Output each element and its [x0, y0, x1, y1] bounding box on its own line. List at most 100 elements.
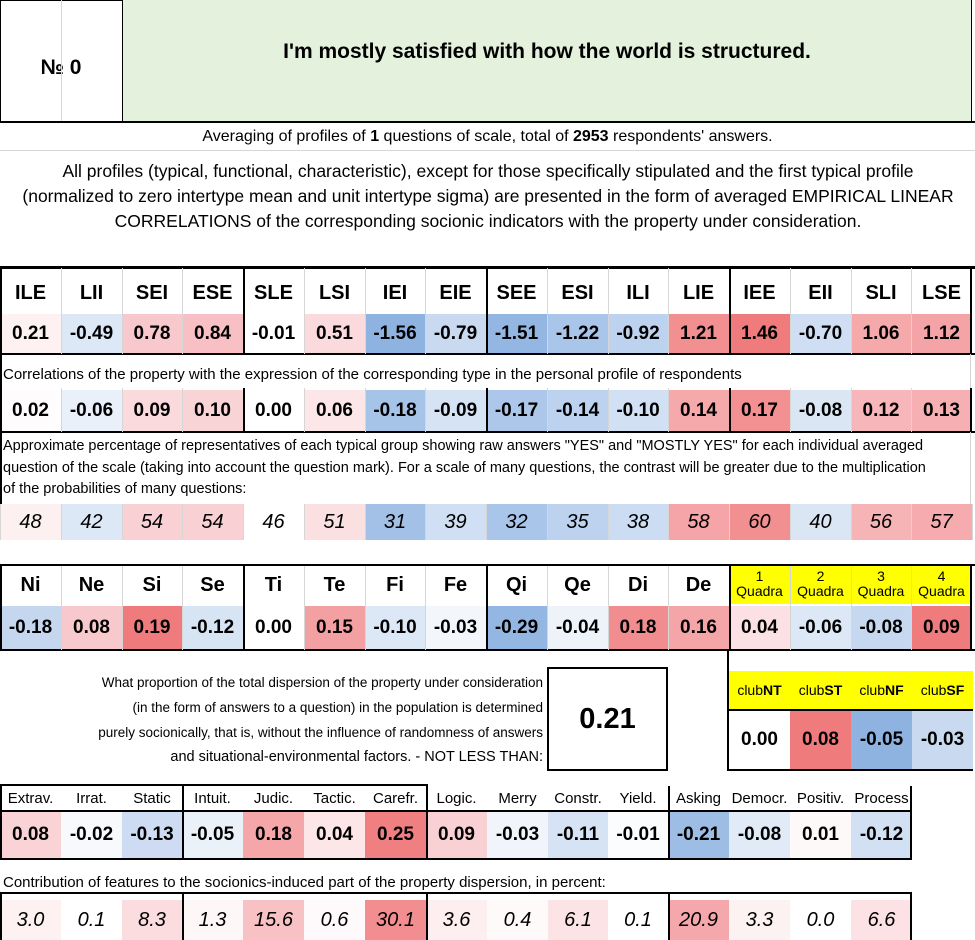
- type-corr-ese: 0.10: [182, 390, 243, 431]
- club-name: NT: [763, 682, 782, 698]
- trait-header-democr: Democr.: [731, 789, 788, 807]
- trait-header-logic: Logic.: [436, 789, 477, 807]
- club-value-st: 0.08: [790, 711, 851, 769]
- type-corr-eii: -0.08: [790, 390, 851, 431]
- type-profile-ili: -0.92: [608, 314, 668, 353]
- trait-value-logic: 0.09: [426, 812, 487, 858]
- club-prefix: club: [859, 682, 885, 698]
- trait-contrib-democr: 3.3: [729, 900, 790, 940]
- pct-caption: Approximate percentage of representative…: [3, 438, 926, 497]
- type-header-eie: EIE: [439, 281, 472, 304]
- averaging-line: Averaging of profiles of 1 questions of …: [0, 123, 975, 150]
- trait-header-irrat: Irrat.: [76, 789, 107, 807]
- dispersion-line-4: and situational-environmental factors. -…: [170, 749, 543, 765]
- type-corr-sli: 0.12: [851, 390, 911, 431]
- trait-value-irrat: -0.02: [61, 812, 122, 858]
- trait-contrib-process: 6.6: [851, 900, 912, 940]
- type-header-ese: ESE: [192, 281, 233, 304]
- function-value-fi: -0.10: [365, 606, 425, 649]
- trait-contrib-extrav: 3.0: [0, 900, 61, 940]
- function-value-te: 0.15: [304, 606, 365, 649]
- averaging-prefix: Averaging of profiles of: [202, 127, 371, 145]
- quadra-header-3: 3 Quadra: [851, 566, 911, 604]
- type-header-ili: ILI: [626, 281, 650, 304]
- type-header-lie: LIE: [682, 281, 715, 304]
- description: All profiles (typical, functional, chara…: [22, 160, 954, 231]
- quadra-number: 4: [937, 568, 946, 584]
- type-profile-lii: -0.49: [61, 314, 122, 353]
- type-header-see: SEE: [496, 281, 537, 304]
- trait-header-constr: Constr.: [554, 789, 602, 807]
- averaging-middle: questions of scale, total of: [379, 127, 573, 145]
- dispersion-text: What proportion of the total dispersion …: [40, 670, 543, 770]
- number-label: №: [40, 55, 64, 79]
- quadra-number: 1: [755, 568, 764, 584]
- dispersion-line-2: (in the form of answers to a question) i…: [132, 700, 543, 715]
- club-value-nf: -0.05: [851, 711, 912, 769]
- trait-contrib-constr: 6.1: [548, 900, 608, 940]
- type-header-esi: ESI: [561, 281, 594, 304]
- type-pct-iee: 60: [729, 504, 790, 540]
- trait-value-tactic: 0.04: [304, 812, 365, 858]
- trait-value-yield: -0.01: [608, 812, 668, 858]
- trait-value-merry: -0.03: [487, 812, 548, 858]
- trait-contrib-yield: 0.1: [608, 900, 668, 940]
- trait-header-judic: Judic.: [253, 789, 294, 807]
- type-profile-sli: 1.06: [851, 314, 911, 353]
- function-header-fe: Fe: [443, 573, 468, 596]
- trait-header-tactic: Tactic.: [313, 789, 356, 807]
- trait-header-positiv: Positiv.: [796, 789, 845, 807]
- trait-contrib-positiv: 0.0: [790, 900, 851, 940]
- quadra-number: 2: [816, 568, 825, 584]
- type-profile-lse: 1.12: [911, 314, 972, 353]
- type-header-iee: IEE: [743, 281, 776, 304]
- dispersion-line-1: What proportion of the total dispersion …: [101, 675, 543, 690]
- trait-value-static: -0.13: [122, 812, 182, 858]
- type-corr-lse: 0.13: [911, 390, 972, 431]
- function-header-se: Se: [200, 573, 225, 596]
- type-profile-eie: -0.79: [425, 314, 486, 353]
- club-value-sf: -0.03: [912, 711, 973, 769]
- contrib-caption: Contribution of features to the socionic…: [3, 874, 606, 891]
- type-header-sle: SLE: [254, 281, 293, 304]
- club-name: NF: [885, 682, 904, 698]
- type-profile-iei: -1.56: [365, 314, 425, 353]
- type-corr-lie: 0.14: [668, 390, 729, 431]
- trait-value-positiv: 0.01: [790, 812, 851, 858]
- trait-header-asking: Asking: [675, 789, 722, 807]
- respondent-count: 2953: [572, 127, 609, 145]
- number-value: 0: [69, 55, 82, 79]
- type-profile-see: -1.51: [486, 314, 547, 353]
- type-corr-ile: 0.02: [0, 390, 61, 431]
- type-pct-lii: 42: [61, 504, 122, 540]
- function-value-ni: -0.18: [0, 606, 61, 649]
- trait-header-static: Static: [133, 789, 171, 807]
- club-header-st: club ST: [790, 671, 851, 709]
- trait-header-yield: Yield.: [619, 789, 657, 807]
- function-header-ti: Ti: [264, 573, 283, 596]
- type-pct-lie: 58: [668, 504, 729, 540]
- dispersion-line-3: purely socionically, that is, without th…: [98, 725, 543, 740]
- function-value-qi: -0.29: [486, 606, 547, 649]
- function-header-qi: Qi: [505, 573, 528, 596]
- type-profile-lsi: 0.51: [304, 314, 365, 353]
- club-header-nf: club NF: [851, 671, 912, 709]
- function-value-ne: 0.08: [61, 606, 122, 649]
- quadra-header-1: 1 Quadra: [729, 566, 790, 604]
- trait-contrib-intuit: 1.3: [182, 900, 243, 940]
- quadra-label: Quadra: [857, 583, 905, 599]
- type-header-iei: IEI: [382, 281, 408, 304]
- function-value-qe: -0.04: [547, 606, 608, 649]
- function-header-si: Si: [142, 573, 162, 596]
- type-header-sli: SLI: [865, 281, 897, 304]
- question-title: I'm mostly satisfied with how the world …: [283, 40, 811, 63]
- trait-value-asking: -0.21: [668, 812, 729, 858]
- type-profile-ile: 0.21: [0, 314, 61, 353]
- type-profile-esi: -1.22: [547, 314, 608, 353]
- club-prefix: club: [920, 682, 947, 698]
- trait-header-extrav: Extrav.: [7, 789, 54, 807]
- type-pct-eie: 39: [425, 504, 486, 540]
- function-header-ne: Ne: [78, 573, 105, 596]
- function-value-si: 0.19: [122, 606, 182, 649]
- club-name: SF: [946, 682, 965, 698]
